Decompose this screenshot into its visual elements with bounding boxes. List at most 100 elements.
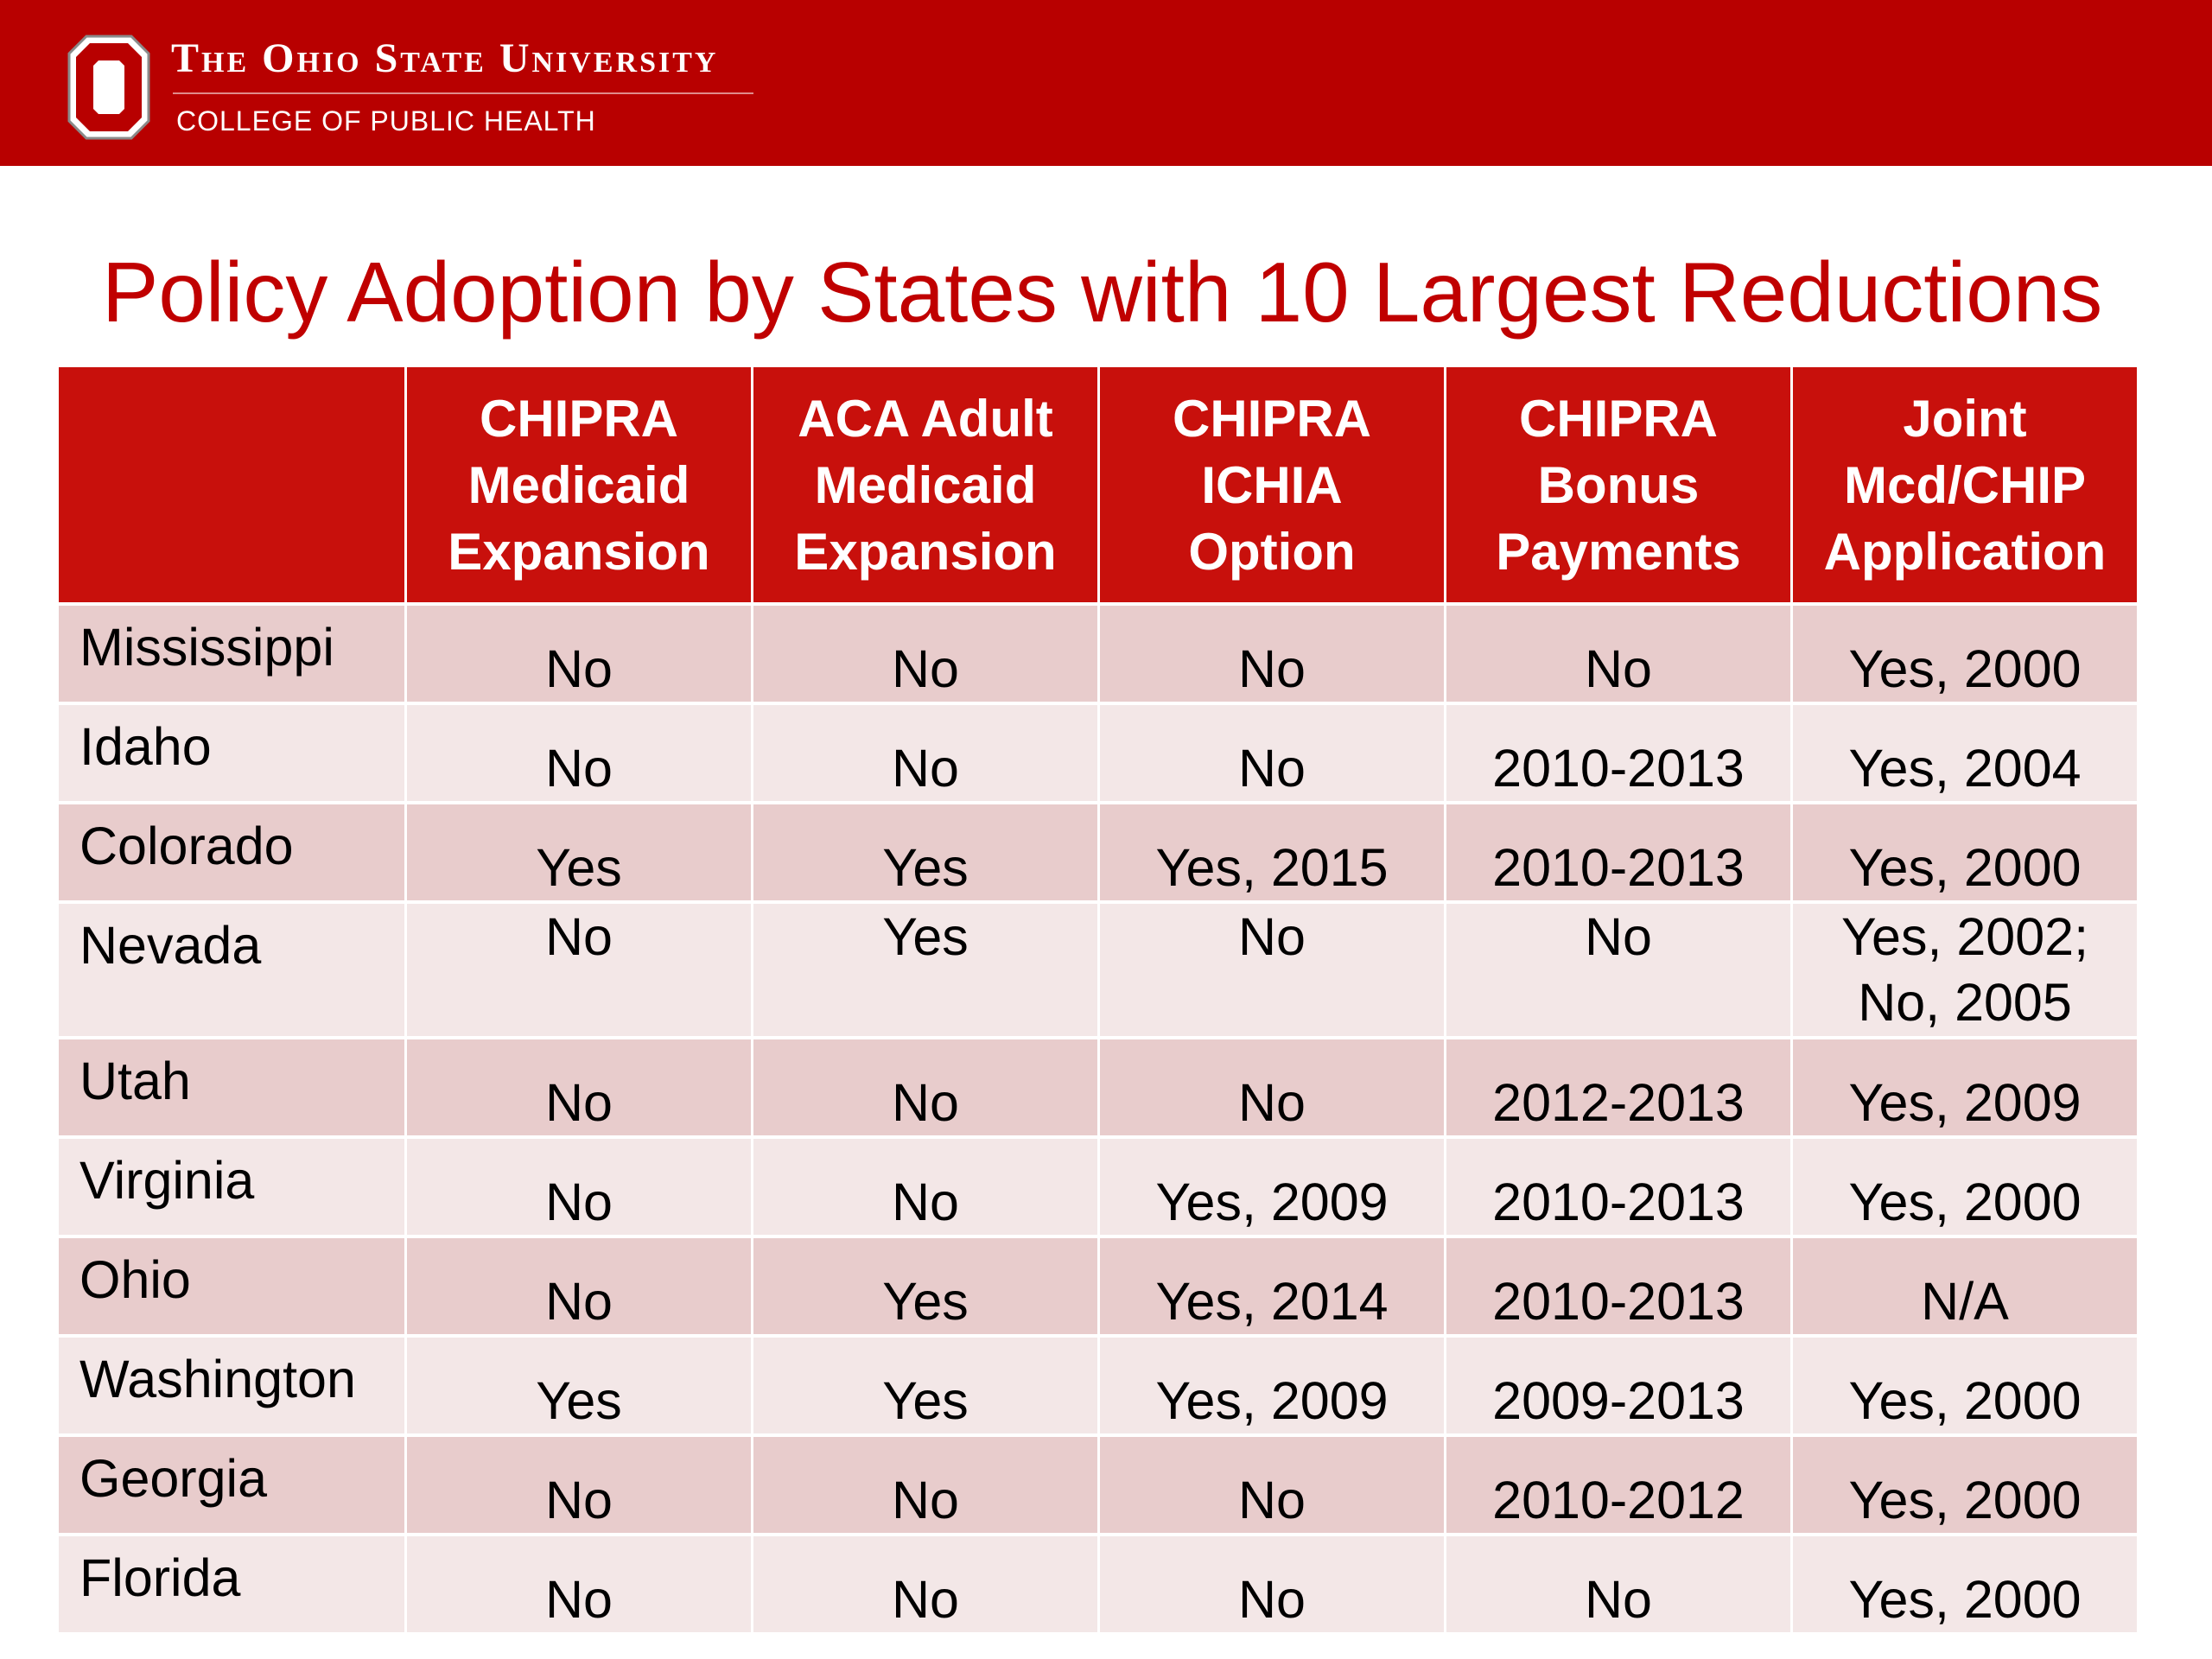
table-row: Utah No No No 2012-2013 Yes, 2009 <box>56 1038 2139 1139</box>
column-header-line: ICHIA <box>1201 455 1343 514</box>
university-name: The Ohio State University <box>171 35 719 81</box>
table-row: Idaho No No No 2010-2013 Yes, 2004 <box>56 703 2139 804</box>
table-cell: Yes, 2000 <box>1790 803 2139 904</box>
table-cell: No <box>1097 1435 1446 1536</box>
table-cell: Yes, 2002; No, 2005 <box>1790 902 2139 1039</box>
table-cell: No <box>1444 604 1793 705</box>
table-cell: No <box>751 1038 1100 1139</box>
table-cell: Yes <box>404 1336 753 1437</box>
table-cell: No <box>751 703 1100 804</box>
state-name: Washington <box>56 1336 407 1437</box>
column-header-line: Bonus <box>1537 455 1700 514</box>
table-row: Ohio No Yes Yes, 2014 2010-2013 N/A <box>56 1236 2139 1338</box>
column-header-line: Application <box>1823 522 2107 581</box>
state-name: Colorado <box>56 803 407 904</box>
table-row: Virginia No No Yes, 2009 2010-2013 Yes, … <box>56 1137 2139 1238</box>
table-cell: 2010-2013 <box>1444 1137 1793 1238</box>
column-header-line: Joint <box>1903 389 2027 448</box>
table-row: Georgia No No No 2010-2012 Yes, 2000 <box>56 1435 2139 1536</box>
college-name: COLLEGE OF PUBLIC HEALTH <box>176 105 596 137</box>
header-divider <box>173 92 753 94</box>
table-cell: Yes, 2000 <box>1790 1137 2139 1238</box>
column-header-line: CHIPRA <box>479 389 678 448</box>
column-header: CHIPRA Bonus Payments <box>1444 367 1793 606</box>
state-name: Nevada <box>56 902 407 1039</box>
table-cell: Yes, 2000 <box>1790 1336 2139 1437</box>
column-header-line: Medicaid <box>814 455 1037 514</box>
table-cell-line: Yes, 2002; <box>1840 907 2089 966</box>
table-cell: Yes <box>751 1336 1100 1437</box>
state-name: Mississippi <box>56 604 407 705</box>
column-header-state <box>56 367 407 606</box>
column-header: CHIPRA ICHIA Option <box>1097 367 1446 606</box>
policy-adoption-table: CHIPRA Medicaid Expansion ACA Adult Medi… <box>56 367 2139 1636</box>
table-row: Florida No No No No Yes, 2000 <box>56 1535 2139 1636</box>
column-header-line: ACA Adult <box>798 389 1053 448</box>
table-row: Nevada No Yes No No Yes, 2002; No, 2005 <box>56 902 2139 1039</box>
block-o-logo-icon <box>67 35 150 140</box>
table-cell: Yes, 2000 <box>1790 604 2139 705</box>
column-header-line: Mcd/CHIP <box>1843 455 2087 514</box>
table-cell: Yes, 2009 <box>1790 1038 2139 1139</box>
header-banner: The Ohio State University COLLEGE OF PUB… <box>0 0 2212 166</box>
table-cell: Yes <box>751 803 1100 904</box>
table-cell: Yes, 2000 <box>1790 1535 2139 1636</box>
state-name: Virginia <box>56 1137 407 1238</box>
table-cell: 2012-2013 <box>1444 1038 1793 1139</box>
state-name: Ohio <box>56 1236 407 1338</box>
table-cell: No <box>404 1038 753 1139</box>
table-cell: Yes, 2009 <box>1097 1336 1446 1437</box>
table-cell: Yes, 2000 <box>1790 1435 2139 1536</box>
column-header: ACA Adult Medicaid Expansion <box>751 367 1100 606</box>
state-name: Utah <box>56 1038 407 1139</box>
table-cell: No <box>1444 902 1793 1039</box>
column-header: CHIPRA Medicaid Expansion <box>404 367 753 606</box>
table-cell: Yes, 2004 <box>1790 703 2139 804</box>
table-cell: No <box>404 604 753 705</box>
state-name: Idaho <box>56 703 407 804</box>
table-cell: No <box>1444 1535 1793 1636</box>
table-cell: Yes <box>404 803 753 904</box>
column-header-line: CHIPRA <box>1172 389 1371 448</box>
table-row: Mississippi No No No No Yes, 2000 <box>56 604 2139 705</box>
table-cell: No <box>751 1435 1100 1536</box>
table-cell-line: No, 2005 <box>1858 973 2072 1032</box>
table-row: Washington Yes Yes Yes, 2009 2009-2013 Y… <box>56 1336 2139 1437</box>
table-cell: No <box>1097 1038 1446 1139</box>
table-cell: No <box>751 1535 1100 1636</box>
state-name: Georgia <box>56 1435 407 1536</box>
table-header-row: CHIPRA Medicaid Expansion ACA Adult Medi… <box>56 367 2139 606</box>
table-cell: No <box>404 1535 753 1636</box>
table-row: Colorado Yes Yes Yes, 2015 2010-2013 Yes… <box>56 803 2139 904</box>
table-cell: No <box>404 1137 753 1238</box>
table-cell: No <box>751 1137 1100 1238</box>
slide-title: Policy Adoption by States with 10 Larges… <box>102 245 2103 340</box>
table-cell: No <box>1097 604 1446 705</box>
column-header-line: Expansion <box>448 522 710 581</box>
table-cell: Yes, 2015 <box>1097 803 1446 904</box>
table-cell: Yes <box>751 1236 1100 1338</box>
state-name: Florida <box>56 1535 407 1636</box>
table-cell: No <box>404 902 753 1039</box>
table-cell: Yes <box>751 902 1100 1039</box>
column-header: Joint Mcd/CHIP Application <box>1790 367 2139 606</box>
table-cell: 2010-2013 <box>1444 1236 1793 1338</box>
table-cell: No <box>404 703 753 804</box>
table-cell: Yes, 2014 <box>1097 1236 1446 1338</box>
column-header-line: Expansion <box>794 522 1057 581</box>
table-cell: No <box>404 1236 753 1338</box>
column-header-line: Option <box>1188 522 1356 581</box>
table-cell: 2009-2013 <box>1444 1336 1793 1437</box>
column-header-line: Payments <box>1496 522 1741 581</box>
column-header-line: CHIPRA <box>1518 389 1718 448</box>
table-cell: 2010-2013 <box>1444 703 1793 804</box>
table-cell: 2010-2013 <box>1444 803 1793 904</box>
table-cell: 2010-2012 <box>1444 1435 1793 1536</box>
column-header-line: Medicaid <box>467 455 690 514</box>
table-cell: No <box>1097 703 1446 804</box>
table-cell: No <box>404 1435 753 1536</box>
table-cell: No <box>1097 1535 1446 1636</box>
table-cell: N/A <box>1790 1236 2139 1338</box>
table-cell: Yes, 2009 <box>1097 1137 1446 1238</box>
